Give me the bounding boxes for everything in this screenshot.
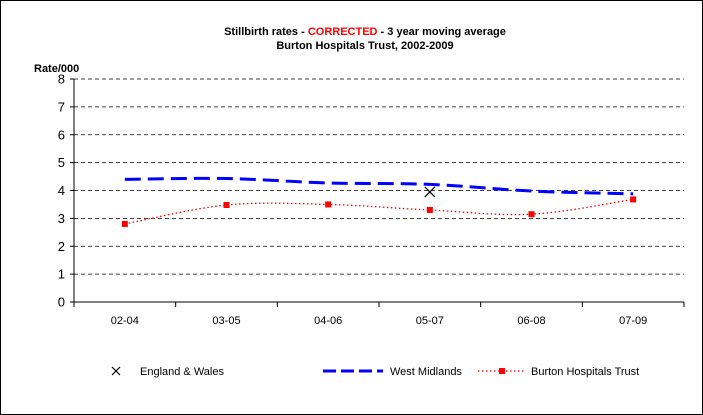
y-tick-label-4: 4 [58,183,65,198]
y-tick-label-8: 8 [58,72,65,87]
legend-swatch-marker-burton-hospitals-trust [499,368,505,374]
legend-item-west-midlands: West Midlands [323,366,462,378]
series-line-burton-hospitals-trust [124,198,634,225]
axis-layer: 0 1 2 3 4 5 6 7 8 02-04 03-05 04-06 05-07 06-08 07-09 [58,72,685,327]
legend-item-burton-hospitals-trust: Burton Hospitals Trust [478,366,639,378]
legend-label-west-midlands: West Midlands [390,366,462,378]
series-line-west-midlands [124,176,634,196]
data-point-burton-hospitals-trust-02-04 [121,220,128,227]
x-tick-label-05-07: 05-07 [416,315,444,327]
chart-title-part2: - 3 year moving average [378,26,506,38]
y-tick-label-5: 5 [58,155,65,170]
y-tick-label-3: 3 [58,211,65,226]
y-tick-label-7: 7 [58,99,65,114]
y-tick-label-2: 2 [58,239,65,254]
series-layer [121,176,637,227]
y-axis-label: Rate/000 [34,63,79,75]
grid-layer [74,78,684,275]
legend-label-england-wales: England & Wales [140,366,224,378]
y-tick-label-6: 6 [58,127,65,142]
x-tick-label-06-08: 06-08 [517,315,545,327]
x-tick-label-03-05: 03-05 [212,315,240,327]
chart-title-line2: Burton Hospitals Trust, 2002-2009 [276,40,453,52]
legend: England & Wales West Midlands Burton Hospi… [111,366,639,378]
chart-title-line1: Stillbirth rates - CORRECTED - 3 year mo… [224,26,506,38]
x-tick-label-04-06: 04-06 [314,315,342,327]
x-tick-label-07-09: 07-09 [619,315,647,327]
y-tick-label-0: 0 [58,295,65,310]
legend-item-england-wales: England & Wales [111,366,224,378]
chart-title-part1: Stillbirth rates - [224,26,308,38]
data-point-burton-hospitals-trust-03-05 [223,201,230,208]
chart-title-highlight: CORRECTED [308,26,378,38]
data-point-burton-hospitals-trust-07-09 [630,196,637,203]
x-marker-stroke-b [424,186,436,198]
y-tick-label-1: 1 [58,267,65,282]
x-tick-label-02-04: 02-04 [111,315,139,327]
legend-swatch-england-wales-b [111,366,121,376]
data-point-burton-hospitals-trust-05-07 [426,207,433,214]
data-point-burton-hospitals-trust-06-08 [528,211,535,218]
data-point-burton-hospitals-trust-04-06 [325,201,332,208]
legend-label-burton-hospitals-trust: Burton Hospitals Trust [531,366,639,378]
data-point-england-wales-05-07 [424,186,436,198]
